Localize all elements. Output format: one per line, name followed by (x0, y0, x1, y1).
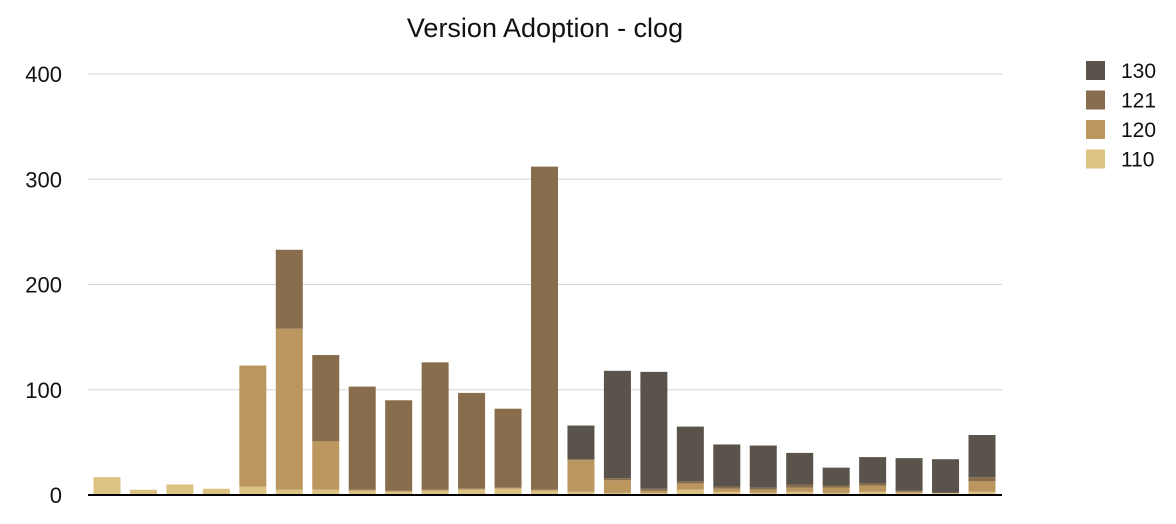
bar-segment-121 (348, 386, 376, 490)
bar-segment-130 (676, 426, 704, 482)
bar-segment-121 (458, 392, 486, 489)
bar-segment-120 (494, 487, 522, 489)
bar-segment-121 (713, 486, 741, 489)
bar-segment-121 (312, 355, 340, 442)
bar-segment-120 (859, 485, 887, 492)
bar-segment-120 (239, 365, 267, 487)
bar-segment-130 (713, 444, 741, 487)
bar-segment-121 (640, 488, 668, 491)
bar-segment-130 (786, 452, 814, 485)
bar-segment-110 (421, 490, 449, 495)
bar-segment-121 (786, 484, 814, 488)
bar-segment-110 (166, 484, 194, 495)
bar-segment-120 (786, 487, 814, 492)
bar-segment-110 (932, 492, 960, 495)
legend: 130 121 120 110 (1086, 60, 1156, 172)
bar-segment-121 (494, 408, 522, 488)
bar-segment-110 (676, 489, 704, 495)
bar-segment-120 (895, 491, 923, 493)
bar-segment-120 (968, 481, 996, 492)
bar-segment-120 (567, 460, 595, 492)
bar-segment-110 (603, 492, 631, 495)
y-tick-label: 300 (25, 167, 62, 192)
bar-segment-130 (567, 425, 595, 460)
bar-segment-121 (676, 481, 704, 484)
bar-segment-121 (968, 477, 996, 482)
bar-segment-120 (531, 489, 558, 491)
bar-segment-130 (603, 370, 631, 479)
bar-segment-130 (932, 459, 960, 493)
y-tick-label: 100 (25, 378, 62, 403)
legend-swatch-121 (1086, 90, 1105, 110)
legend-label-121: 121 (1121, 90, 1156, 113)
bar-segment-120 (640, 490, 668, 493)
bar-segment-120 (312, 441, 340, 490)
bar-segment-120 (458, 488, 486, 490)
bar-segment-121 (385, 400, 413, 491)
bar-segment-110 (385, 491, 413, 495)
bar-segment-110 (895, 492, 923, 495)
bar-segment-110 (458, 489, 486, 495)
y-tick-label: 200 (25, 273, 62, 298)
y-tick-label: 0 (50, 483, 62, 508)
bar-segment-110 (202, 488, 230, 495)
bar-segment-110 (239, 486, 267, 495)
bar-segment-110 (640, 492, 668, 495)
bar-segment-120 (385, 490, 413, 492)
legend-swatch-110 (1086, 149, 1105, 169)
bar-segment-110 (749, 492, 777, 495)
bar-segment-130 (968, 435, 996, 478)
bar-segment-120 (275, 328, 303, 490)
bar-segment-120 (822, 487, 850, 493)
bar-segment-110 (859, 491, 887, 495)
legend-label-130: 130 (1121, 60, 1156, 83)
bar-segment-121 (275, 249, 303, 329)
bar-segment-110 (494, 488, 522, 495)
bar-segment-120 (676, 483, 704, 490)
bar-segment-110 (531, 490, 558, 495)
y-tick-label: 400 (25, 62, 62, 87)
legend-label-120: 120 (1121, 119, 1156, 142)
bar-segment-110 (968, 491, 996, 495)
bar-segment-121 (531, 166, 558, 490)
bar-segment-130 (640, 371, 668, 489)
bar-segment-110 (567, 491, 595, 495)
bar-segment-121 (421, 362, 449, 490)
legend-swatch-120 (1086, 120, 1105, 139)
bar-segment-130 (859, 457, 887, 484)
bar-segment-110 (348, 490, 376, 495)
bar-segment-121 (603, 478, 631, 481)
bar-segment-110 (312, 489, 340, 495)
bar-segment-110 (93, 477, 121, 495)
bar-segment-121 (895, 490, 923, 492)
bar-segment-120 (603, 480, 631, 493)
bar-segment-110 (129, 489, 157, 495)
bar-segment-120 (348, 489, 376, 491)
bar-segment-120 (421, 489, 449, 491)
bar-segment-130 (822, 467, 850, 486)
bars (93, 166, 996, 495)
chart-title: Version Adoption - clog (407, 13, 683, 43)
bar-segment-110 (822, 492, 850, 495)
bar-segment-110 (713, 491, 741, 495)
bar-segment-120 (749, 489, 777, 493)
y-axis-tick-labels: 0 100 200 300 400 (25, 62, 62, 508)
bar-segment-110 (786, 491, 814, 495)
bar-segment-121 (567, 459, 595, 461)
legend-label-110: 110 (1121, 149, 1154, 172)
bar-segment-121 (859, 483, 887, 486)
bar-segment-130 (749, 445, 777, 488)
bar-segment-121 (749, 487, 777, 490)
legend-swatch-130 (1086, 61, 1105, 80)
bar-segment-110 (275, 489, 303, 495)
bar-segment-130 (895, 458, 923, 491)
bar-segment-120 (713, 488, 741, 492)
bar-segment-121 (822, 485, 850, 488)
